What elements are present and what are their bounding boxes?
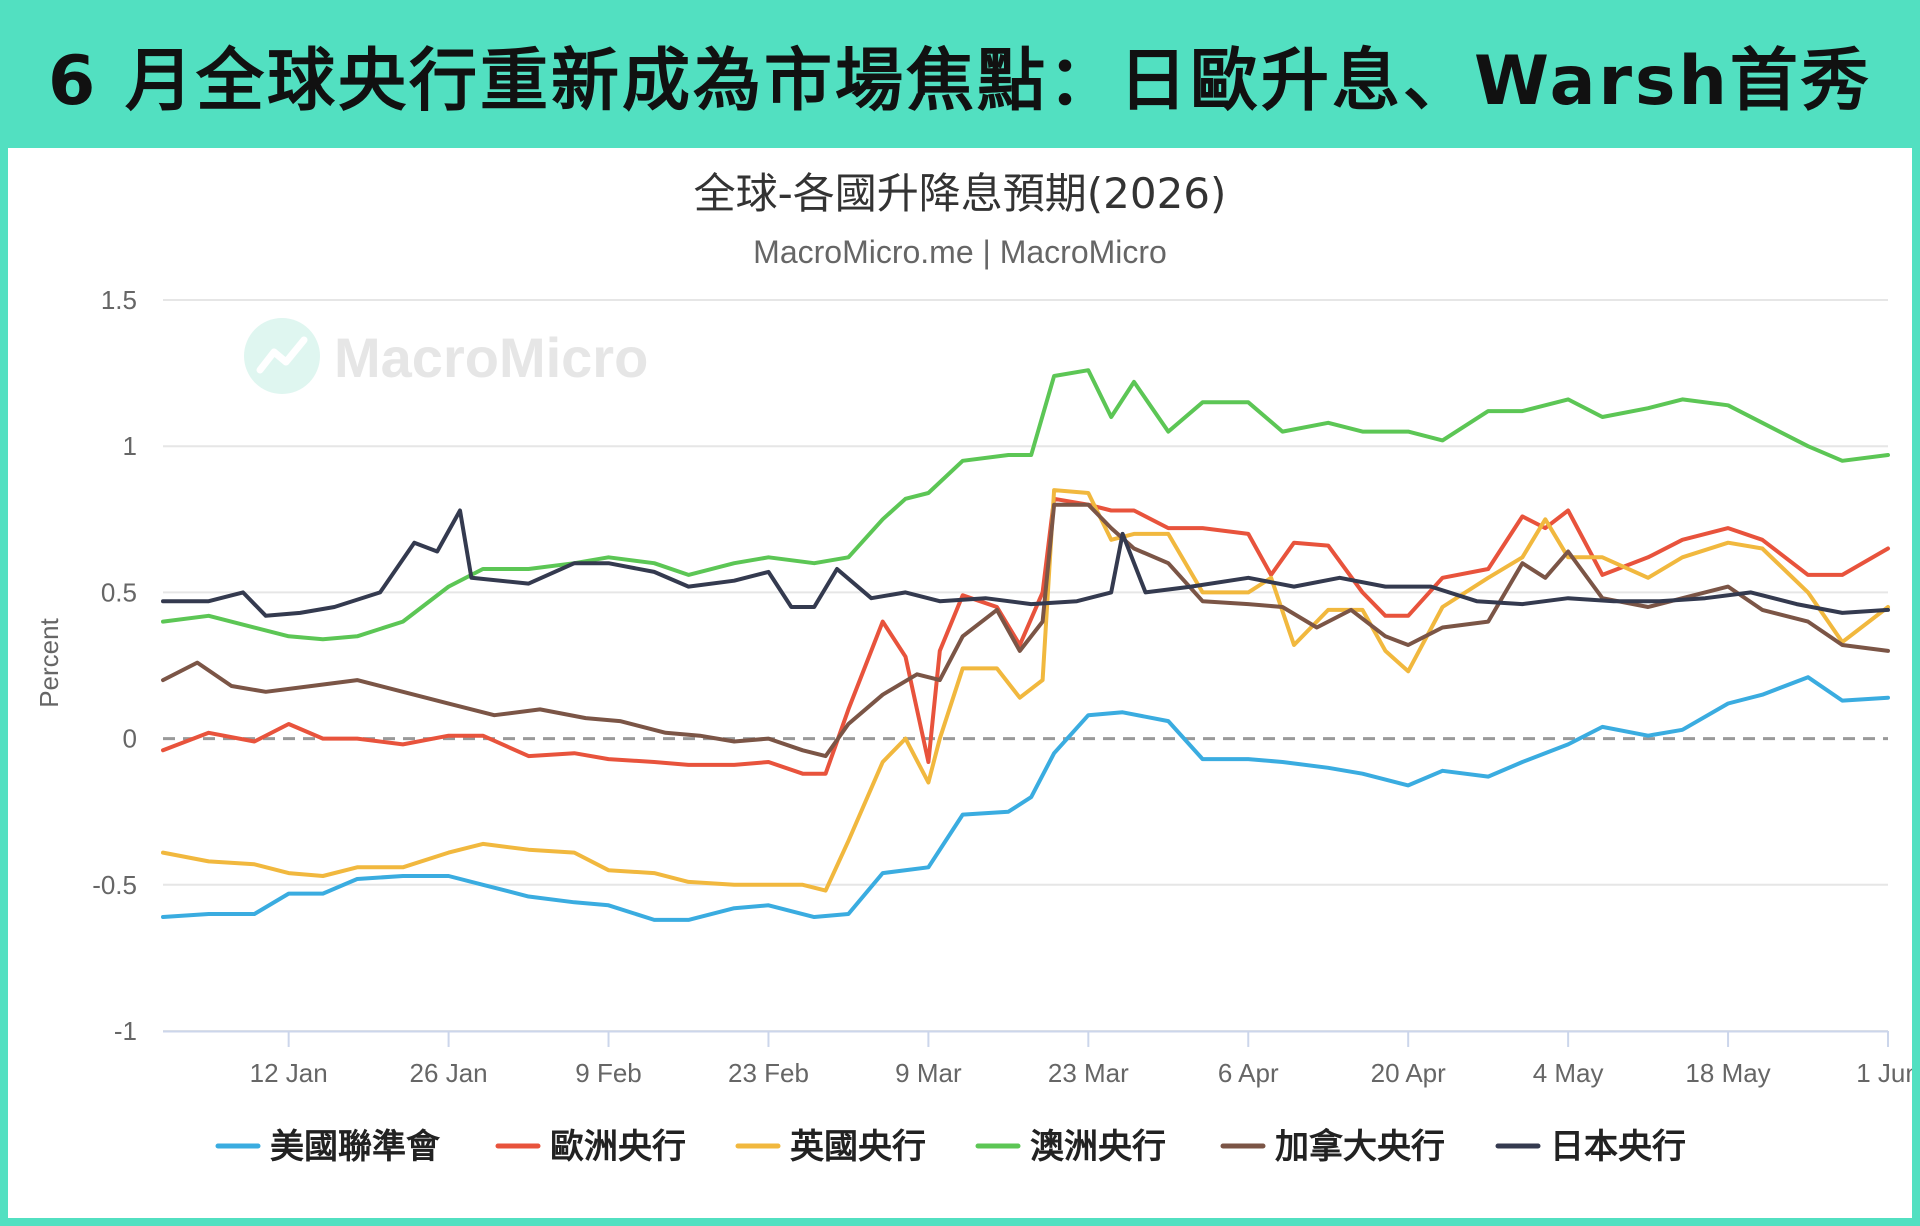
series-line-4 bbox=[161, 368, 1890, 642]
series-line-2 bbox=[161, 496, 1890, 776]
watermark: MacroMicro bbox=[244, 318, 648, 394]
line-chart: MacroMicro 全球-各國升降息預期(2026) MacroMicro.m… bbox=[34, 169, 1912, 1167]
x-tick-label: 9 Feb bbox=[575, 1058, 642, 1088]
x-tick-label: 1 Jun bbox=[1856, 1058, 1912, 1088]
legend-item-label: 加拿大央行 bbox=[1275, 1127, 1445, 1167]
x-axis: 12 Jan 26 Jan 9 Feb 23 Feb 9 Mar 23 Mar 6 Apr 2… bbox=[163, 1030, 1912, 1088]
x-tick-label: 6 Apr bbox=[1218, 1058, 1279, 1088]
series-line-1 bbox=[161, 675, 1890, 922]
y-tick-label: 1 bbox=[123, 431, 137, 461]
legend-item-label: 英國央行 bbox=[790, 1127, 926, 1167]
legend-item-label: 美國聯準會 bbox=[270, 1127, 441, 1167]
y-tick-label: 1.5 bbox=[101, 285, 137, 315]
y-tick-label: -1 bbox=[114, 1016, 137, 1046]
watermark-logo-mark bbox=[256, 336, 308, 374]
chart-panel: MacroMicro 全球-各國升降息預期(2026) MacroMicro.m… bbox=[8, 148, 1912, 1218]
x-tick-label: 23 Mar bbox=[1048, 1058, 1129, 1088]
x-tick-label: 26 Jan bbox=[410, 1058, 488, 1088]
gridlines bbox=[163, 299, 1888, 1032]
series-lines bbox=[161, 368, 1890, 922]
watermark-text: MacroMicro bbox=[334, 326, 648, 389]
x-tick-label: 4 May bbox=[1533, 1058, 1604, 1088]
x-tick-label: 12 Jan bbox=[250, 1058, 328, 1088]
x-tick-label: 18 May bbox=[1685, 1058, 1770, 1088]
chart-subtitle: MacroMicro.me | MacroMicro bbox=[753, 234, 1167, 270]
legend-item-label: 日本央行 bbox=[1550, 1127, 1686, 1167]
page-title: 6 月全球央行重新成為市場焦點：日歐升息、Warsh首秀 bbox=[48, 41, 1872, 121]
y-tick-label: -0.5 bbox=[92, 870, 137, 900]
y-axis-label: Percent bbox=[34, 617, 64, 707]
x-tick-label: 9 Mar bbox=[895, 1058, 962, 1088]
y-axis-ticks: 1.5 1 0.5 0 -0.5 -1 bbox=[92, 285, 137, 1046]
y-tick-label: 0 bbox=[123, 724, 137, 754]
chart-title: 全球-各國升降息預期(2026) bbox=[694, 169, 1227, 218]
y-tick-label: 0.5 bbox=[101, 577, 137, 607]
legend-item-label: 歐洲央行 bbox=[550, 1127, 686, 1167]
series-line-6 bbox=[161, 508, 1890, 618]
x-tick-label: 20 Apr bbox=[1371, 1058, 1447, 1088]
x-tick-label: 23 Feb bbox=[728, 1058, 809, 1088]
legend-item-label: 澳洲央行 bbox=[1030, 1127, 1166, 1167]
legend: 美國聯準會 歐洲央行 英國央行 澳洲央行 加拿大央行 日本央行 bbox=[215, 1127, 1686, 1167]
series-line-3 bbox=[161, 488, 1890, 893]
header-banner: 6 月全球央行重新成為市場焦點：日歐升息、Warsh首秀 bbox=[0, 0, 1920, 148]
series-line-5 bbox=[161, 502, 1890, 759]
